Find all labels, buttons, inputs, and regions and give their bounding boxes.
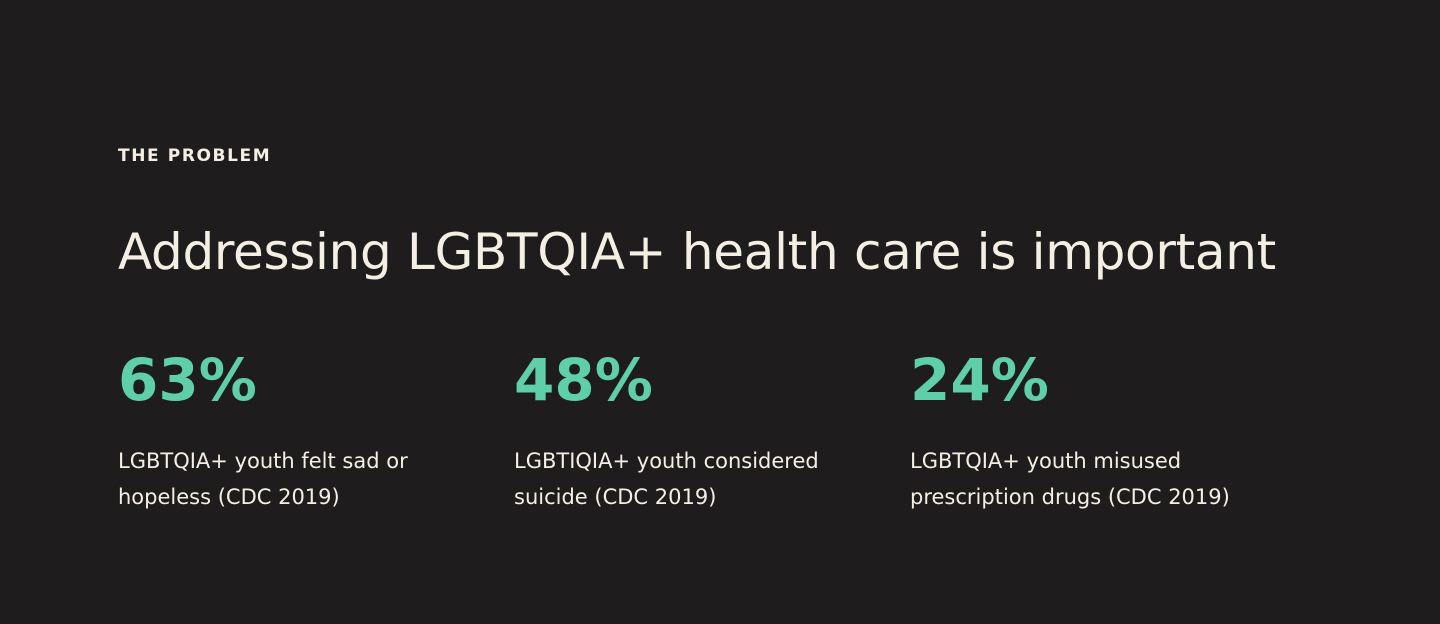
stat-card-sad-hopeless: 63% LGBTQIA+ youth felt sad or hopeless …	[118, 340, 478, 515]
stat-value: 24%	[910, 340, 1270, 420]
stat-caption: LGBTQIA+ youth felt sad or hopeless (CDC…	[118, 443, 458, 515]
stat-caption-line: LGBTQIA+ youth misused	[910, 449, 1181, 473]
stat-value: 63%	[118, 340, 478, 420]
stat-card-considered-suicide: 48% LGBTIQIA+ youth considered suicide (…	[514, 340, 874, 515]
stat-caption-line: suicide (CDC 2019)	[514, 485, 716, 509]
stat-caption-line: hopeless (CDC 2019)	[118, 485, 340, 509]
stat-caption-line: prescription drugs (CDC 2019)	[910, 485, 1230, 509]
stat-caption-line: LGBTIQIA+ youth considered	[514, 449, 819, 473]
stat-caption: LGBTIQIA+ youth considered suicide (CDC …	[514, 443, 854, 515]
stat-caption-line: LGBTQIA+ youth felt sad or	[118, 449, 408, 473]
section-eyebrow: THE PROBLEM	[118, 145, 271, 167]
stat-card-misused-drugs: 24% LGBTQIA+ youth misused prescription …	[910, 340, 1270, 515]
stat-caption: LGBTQIA+ youth misused prescription drug…	[910, 443, 1250, 515]
section-headline: Addressing LGBTQIA+ health care is impor…	[118, 220, 1276, 284]
stat-value: 48%	[514, 340, 874, 420]
